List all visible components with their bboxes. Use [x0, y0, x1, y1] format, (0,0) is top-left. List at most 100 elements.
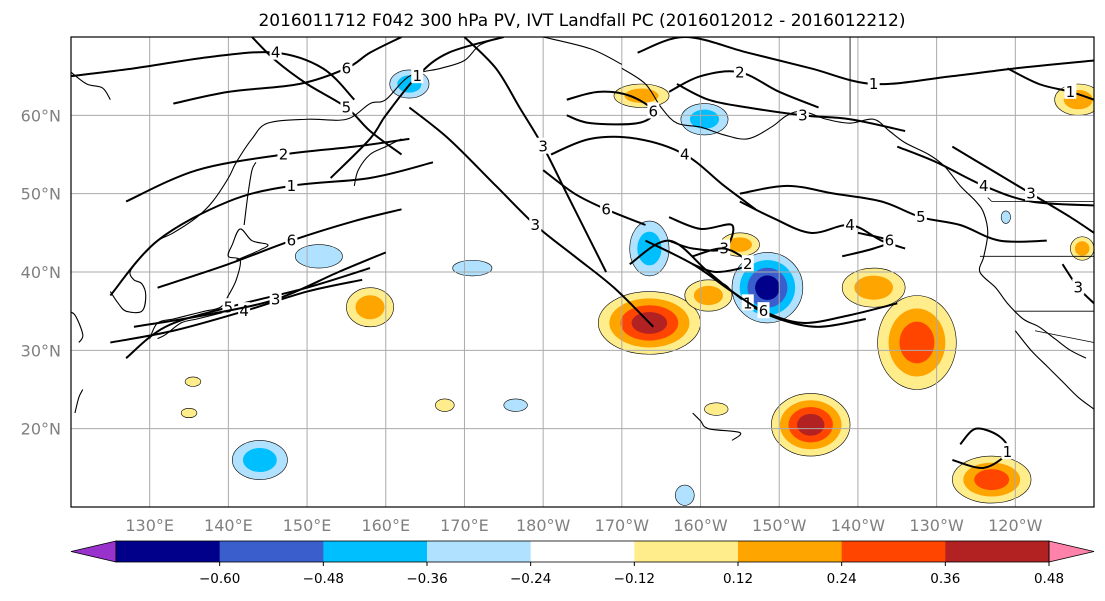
contour-label: 6: [649, 102, 659, 120]
shade-level: [675, 484, 695, 506]
shade-level: [1000, 210, 1011, 224]
contour-label-bg: [867, 75, 880, 91]
lon-label: 150°W: [752, 516, 807, 535]
pv-anomaly-positive: [877, 295, 957, 390]
contour-label: 3: [798, 106, 808, 124]
coastline: [71, 71, 111, 100]
pv-anomaly-negative: [1000, 210, 1011, 224]
shade-level: [180, 407, 198, 418]
ivt-contour-line: [329, 37, 505, 179]
colorbar-segment: [427, 541, 532, 562]
contour-label-bg: [1072, 278, 1085, 295]
contour-label: 6: [342, 59, 352, 77]
contour-label-bg: [340, 59, 353, 76]
lon-label: 160°W: [673, 516, 728, 535]
pv-anomaly-negative: [675, 484, 695, 506]
lon-label: 150°E: [283, 516, 332, 535]
colorbar-segment: [323, 541, 428, 562]
contour-label: 4: [239, 302, 249, 320]
contour-label-bg: [1064, 82, 1077, 99]
ivt-contour-line: [637, 37, 1094, 86]
colorbar-tick-label: −0.48: [303, 571, 344, 587]
contour-label: 6: [287, 232, 297, 250]
coastline: [145, 37, 504, 253]
coastline: [692, 412, 742, 441]
contour-label-bg: [285, 231, 298, 248]
contour-label: 5: [342, 99, 352, 117]
shade-level: [854, 275, 894, 300]
colorbar-tick-label: −0.60: [199, 571, 240, 587]
contour-label-bg: [647, 102, 660, 119]
contour-label-bg: [914, 208, 927, 225]
ivt-contour-line: [173, 37, 402, 105]
colorbar-segment: [945, 541, 1050, 562]
colorbar-tick-label: −0.36: [406, 571, 447, 587]
shade-level: [452, 259, 493, 277]
contour-label: 3: [538, 138, 548, 156]
contour-label-bg: [529, 216, 542, 232]
coastline: [71, 311, 84, 343]
pv-anomaly-positive: [841, 267, 906, 308]
coastline: [621, 67, 1087, 359]
pv-anomaly-positive: [435, 398, 455, 412]
shade-level: [689, 109, 720, 129]
contour-label: 6: [759, 302, 769, 320]
shade-level: [727, 237, 752, 252]
pv-anomaly-positive: [613, 83, 670, 108]
contour-label: 6: [885, 232, 895, 250]
shade-level: [704, 402, 729, 416]
coastline: [543, 37, 623, 65]
pv-anomaly-negative: [294, 244, 343, 269]
colorbar: −0.60 −0.48 −0.36 −0.24 −0.12 0.12 0.24 0.36 0.4…: [70, 540, 1095, 587]
contour-label-bg: [1001, 443, 1014, 460]
lat-label: 60°N: [21, 106, 61, 125]
contour-label: 2: [743, 255, 753, 273]
border: [1034, 330, 1094, 343]
shade-level: [1074, 241, 1090, 256]
map-frame: [70, 36, 1095, 508]
pv-anomaly-positive: [684, 279, 733, 312]
contour-label-bg: [411, 67, 424, 84]
coastline: [157, 310, 229, 340]
contour-label: 6: [601, 200, 611, 218]
lon-label: 160°E: [361, 516, 410, 535]
shade-level: [693, 285, 723, 306]
contour-label-bg: [285, 176, 298, 193]
ivt-contour-line: [550, 135, 757, 211]
pv-anomaly-positive: [346, 287, 394, 328]
lon-label: 140°E: [204, 516, 253, 535]
contour-label-bg: [977, 176, 990, 193]
pv-anomaly-positive: [180, 407, 198, 418]
coastline: [149, 228, 269, 339]
shade-level: [184, 376, 202, 387]
contour-label-bg: [277, 145, 290, 162]
contour-label: 3: [1026, 185, 1036, 203]
ivt-contour-line: [109, 161, 434, 297]
pv-anomaly-positive: [771, 393, 851, 457]
shade-level: [797, 413, 825, 436]
lon-label: 130°W: [909, 516, 964, 535]
ivt-contour-line: [739, 184, 1047, 243]
contour-label-bg: [269, 43, 282, 60]
contour-label-bg: [844, 216, 857, 232]
longitude-labels: 130°E 140°E 150°E 160°E 170°E 180°W 170°W 160°W…: [125, 516, 1042, 535]
pv-anomaly-negative: [232, 440, 288, 480]
ivt-contour-line: [676, 83, 906, 132]
contour-label-bg: [537, 137, 550, 154]
shade-level: [242, 447, 277, 473]
ivt-contour-line: [71, 51, 356, 101]
lat-label: 40°N: [21, 263, 61, 282]
lat-lon-gridlines: [71, 37, 1094, 507]
contour-label: 1: [1066, 83, 1076, 101]
contour-label-bg: [796, 106, 809, 123]
coastline: [243, 162, 257, 226]
contour-label: 4: [680, 146, 690, 164]
colorbar-tick-label: 0.12: [723, 571, 753, 587]
shade-level: [503, 398, 528, 412]
pv-anomaly-positive: [184, 376, 202, 387]
colorbar-segment: [530, 541, 635, 562]
colorbar-tick-label: 0.24: [827, 571, 857, 587]
shade-level: [624, 88, 659, 103]
